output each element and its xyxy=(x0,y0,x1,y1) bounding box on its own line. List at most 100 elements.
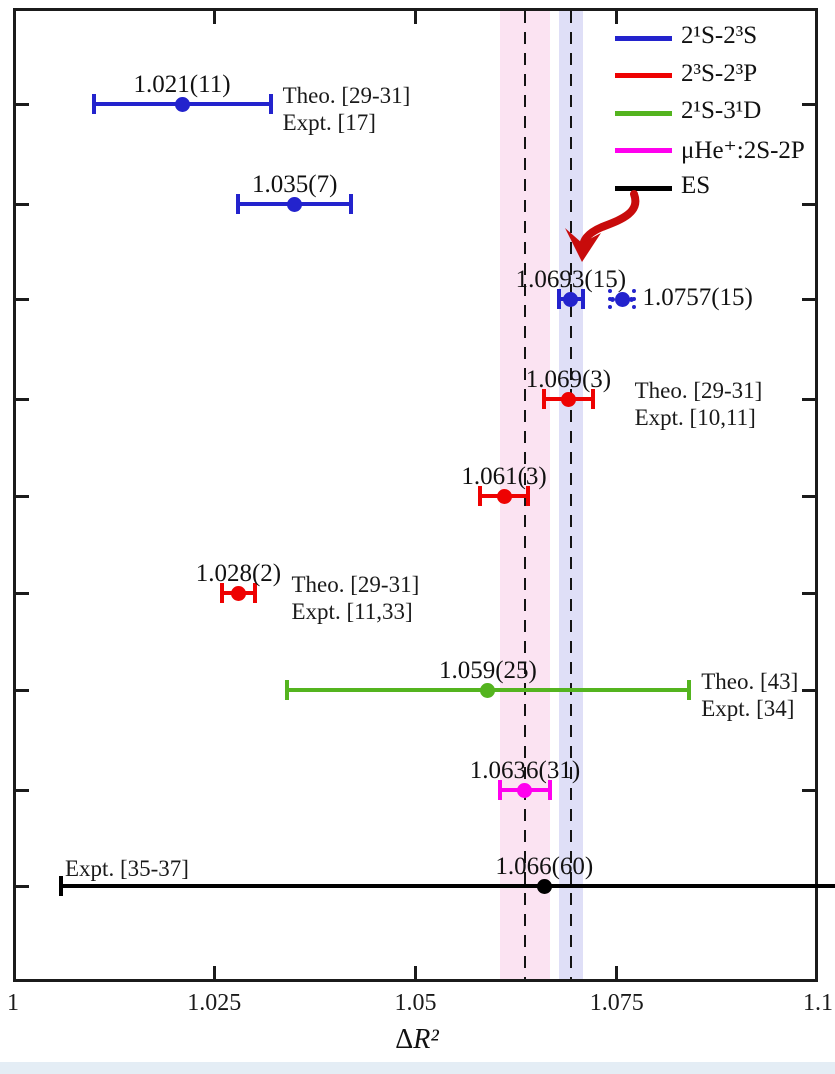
reference-label: Theo. [43] Expt. [34] xyxy=(701,668,798,722)
reference-label: Theo. [29-31] Expt. [17] xyxy=(283,82,411,136)
value-label: 1.059(25) xyxy=(438,657,537,684)
x-tick-label: 1.025 xyxy=(187,990,242,1016)
axis-tick-left xyxy=(16,202,29,206)
reference-line-dashed xyxy=(569,11,572,979)
axis-tick-right xyxy=(802,788,815,792)
x-axis-label: ΔR² xyxy=(395,1024,439,1056)
x-tick-label: 1 xyxy=(7,990,19,1016)
reference-label-line: Expt. [10,11] xyxy=(634,405,756,430)
error-bar-cap xyxy=(498,780,503,800)
axis-tick-top xyxy=(414,11,417,24)
axis-tick-left xyxy=(16,884,29,888)
error-bar-cap xyxy=(59,876,64,896)
bottom-strip xyxy=(0,1062,835,1074)
x-axis-label-delta: Δ xyxy=(395,1024,414,1055)
value-label: 1.021(11) xyxy=(133,71,231,98)
error-bar-cap xyxy=(477,486,482,506)
error-bar-cap xyxy=(236,194,241,214)
axis-tick-bottom xyxy=(615,966,619,979)
annotation-arrow-icon xyxy=(565,190,640,262)
reference-label: Expt. [35-37] xyxy=(65,855,189,882)
error-bar-cap xyxy=(252,583,257,603)
value-label: 1.066(60) xyxy=(495,853,594,880)
value-label: 1.061(3) xyxy=(461,463,547,490)
error-bar-cap xyxy=(349,194,354,214)
reference-label: Theo. [29-31] Expt. [11,33] xyxy=(292,571,420,625)
legend-line-sample xyxy=(615,35,672,41)
axis-tick-left xyxy=(16,788,29,792)
reference-label-line: Expt. [34] xyxy=(701,696,795,721)
legend-label: 2³S-2³P xyxy=(681,59,758,87)
reference-label-line: Expt. [35-37] xyxy=(65,856,189,881)
axis-tick-bottom xyxy=(212,966,216,979)
x-tick-label: 1.1 xyxy=(803,990,833,1016)
error-bar-cap xyxy=(590,389,595,409)
axis-tick-left xyxy=(16,494,29,498)
axis-tick-right xyxy=(802,494,815,498)
error-bar-cap xyxy=(220,583,225,603)
value-label: 1.0757(15) xyxy=(642,284,753,311)
data-point-marker xyxy=(480,682,496,698)
axis-tick-right xyxy=(802,102,815,106)
error-bar-cap xyxy=(687,680,692,700)
axis-tick-right xyxy=(802,591,815,595)
error-bar-cap xyxy=(632,289,637,309)
legend-label: μHe⁺:2S-2P xyxy=(681,136,805,164)
axis-tick-right xyxy=(802,688,815,692)
axis-tick-right xyxy=(802,202,815,206)
plot-area xyxy=(13,8,818,982)
axis-tick-left xyxy=(16,688,29,692)
legend-label: ES xyxy=(681,172,711,199)
error-bar-cap xyxy=(284,680,289,700)
reference-label-line: Expt. [17] xyxy=(282,110,376,135)
x-tick-label: 1.075 xyxy=(589,990,644,1016)
error-bar-cap xyxy=(580,289,585,309)
reference-label: Theo. [29-31] Expt. [10,11] xyxy=(635,377,763,431)
axis-tick-left xyxy=(16,591,29,595)
value-label: 1.028(2) xyxy=(195,560,282,587)
reference-label-line: Theo. [29-31] xyxy=(282,83,411,108)
legend-line-sample xyxy=(615,110,672,116)
error-bar xyxy=(61,884,835,888)
reference-label-line: Theo. [43] xyxy=(701,669,799,694)
legend-line-sample xyxy=(615,73,672,78)
axis-tick-left xyxy=(16,297,29,301)
data-point-marker xyxy=(560,391,576,407)
value-label: 1.0693(15) xyxy=(515,266,627,293)
data-point-marker xyxy=(496,488,512,504)
axis-tick-top xyxy=(615,11,619,24)
reference-label-line: Expt. [11,33] xyxy=(291,599,413,624)
error-bar-cap xyxy=(526,486,531,506)
error-bar-cap xyxy=(91,94,96,114)
legend-line-sample xyxy=(615,185,672,191)
legend-label: 2¹S-3¹D xyxy=(681,97,762,124)
axis-tick-right xyxy=(802,397,815,401)
value-label: 1.0636(31) xyxy=(469,757,581,784)
data-point-marker xyxy=(230,585,246,601)
legend-line-sample xyxy=(615,148,672,153)
axis-tick-bottom xyxy=(414,966,417,979)
axis-tick-left xyxy=(16,102,29,106)
error-bar-cap xyxy=(556,289,561,309)
error-bar-cap xyxy=(547,780,552,800)
reference-label-line: Theo. [29-31] xyxy=(291,572,420,597)
data-point-marker xyxy=(517,782,533,798)
reference-label-line: Theo. [29-31] xyxy=(634,378,763,403)
data-point-marker xyxy=(563,291,579,307)
error-bar-cap xyxy=(268,94,273,114)
error-bar-cap xyxy=(542,389,547,409)
value-label: 1.035(7) xyxy=(252,171,338,198)
value-label: 1.069(3) xyxy=(525,366,612,393)
axis-tick-right xyxy=(802,297,815,301)
data-point-marker xyxy=(174,96,190,112)
legend-label: 2¹S-2³S xyxy=(681,22,758,49)
x-axis-label-rsquared: R² xyxy=(413,1024,439,1055)
data-point-marker xyxy=(287,196,303,212)
data-point-marker xyxy=(536,878,552,894)
axis-tick-top xyxy=(212,11,216,24)
data-point-marker xyxy=(614,291,630,307)
x-tick-label: 1.05 xyxy=(394,990,437,1016)
error-bar-cap xyxy=(608,289,613,309)
axis-tick-left xyxy=(16,397,29,401)
